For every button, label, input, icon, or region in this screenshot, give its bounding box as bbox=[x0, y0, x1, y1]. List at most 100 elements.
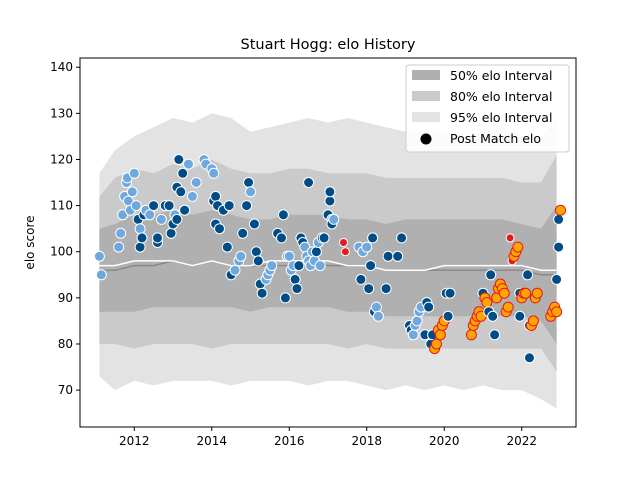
y-tick-label: 90 bbox=[58, 291, 73, 305]
data-point-light bbox=[113, 241, 125, 253]
data-point-light bbox=[328, 213, 340, 225]
data-point-light bbox=[266, 260, 278, 272]
data-point-dark bbox=[318, 232, 330, 244]
data-point-orange bbox=[527, 315, 539, 327]
y-tick-label: 100 bbox=[50, 245, 73, 259]
y-axis: 70 80 90 100 110 120 130 140 bbox=[50, 60, 80, 397]
legend-swatch-50 bbox=[412, 70, 440, 80]
data-point-light bbox=[115, 227, 127, 239]
legend: 50% elo Interval 80% elo Interval 95% el… bbox=[405, 64, 570, 153]
data-point-light bbox=[186, 190, 198, 202]
legend-label-post-match: Post Match elo bbox=[450, 131, 541, 146]
data-point-dark bbox=[363, 283, 375, 295]
x-tick-label: 2018 bbox=[351, 434, 382, 448]
data-point-light bbox=[361, 241, 373, 253]
data-point-dark bbox=[367, 232, 379, 244]
data-point-dark bbox=[324, 195, 336, 207]
band-50 bbox=[99, 205, 557, 344]
axes-frame bbox=[79, 57, 577, 428]
data-point-light bbox=[208, 167, 220, 179]
data-point-light bbox=[283, 250, 295, 262]
data-point-dark bbox=[524, 352, 535, 364]
data-point-light bbox=[407, 329, 419, 341]
data-point-dark bbox=[310, 246, 322, 258]
data-point-dark bbox=[279, 292, 291, 304]
data-point-dark bbox=[223, 200, 235, 212]
data-point-light bbox=[229, 264, 241, 276]
x-tick-label: 2012 bbox=[119, 434, 150, 448]
data-point-dark bbox=[165, 227, 177, 239]
legend-box bbox=[405, 64, 570, 153]
data-points bbox=[93, 154, 566, 364]
data-point-light bbox=[144, 209, 156, 221]
y-tick-label: 80 bbox=[58, 337, 73, 351]
data-point-light bbox=[128, 167, 140, 179]
x-tick-label: 2016 bbox=[274, 434, 305, 448]
data-point-dark bbox=[250, 246, 262, 258]
data-point-dark bbox=[171, 213, 183, 225]
data-point-dark bbox=[514, 310, 526, 322]
data-point-dark bbox=[355, 273, 367, 285]
center-lines bbox=[99, 260, 557, 276]
data-point-orange bbox=[555, 204, 566, 216]
legend-item-80: 80% elo Interval bbox=[412, 89, 552, 104]
x-tick-label: 2014 bbox=[196, 434, 227, 448]
data-point-dark bbox=[291, 283, 303, 295]
legend-item-50: 50% elo Interval bbox=[412, 68, 552, 83]
data-point-dark bbox=[522, 269, 534, 281]
data-point-light bbox=[190, 177, 202, 188]
median-line bbox=[99, 260, 557, 271]
data-point-dark bbox=[221, 241, 233, 253]
data-point-light bbox=[183, 158, 194, 170]
data-point-dark bbox=[487, 310, 499, 322]
data-point-light bbox=[411, 315, 423, 327]
data-point-orange bbox=[512, 241, 524, 253]
data-point-dark bbox=[365, 260, 377, 272]
data-point-orange bbox=[520, 287, 532, 299]
legend-item-post-match: Post Match elo bbox=[420, 131, 541, 146]
data-point-dark bbox=[177, 167, 189, 179]
data-point-light bbox=[134, 223, 146, 235]
data-point-dark bbox=[442, 310, 454, 322]
data-point-light bbox=[235, 250, 247, 262]
data-point-dark bbox=[444, 287, 456, 299]
legend-item-95: 95% elo Interval bbox=[412, 110, 552, 125]
legend-marker-post-match bbox=[420, 133, 432, 145]
x-tick-label: 2020 bbox=[429, 434, 460, 448]
data-point-orange bbox=[465, 329, 477, 341]
data-point-dark bbox=[175, 186, 187, 198]
data-point-orange bbox=[498, 287, 510, 299]
data-point-dark bbox=[485, 269, 497, 281]
data-point-dark bbox=[551, 273, 563, 285]
data-point-dark bbox=[289, 273, 301, 285]
y-tick-label: 70 bbox=[58, 383, 73, 397]
data-point-dark bbox=[152, 232, 163, 244]
data-point-dark bbox=[380, 283, 392, 295]
data-point-dark bbox=[293, 260, 305, 272]
data-point-dark bbox=[396, 232, 408, 244]
data-point-light bbox=[93, 250, 105, 262]
data-point-red bbox=[339, 238, 348, 247]
legend-label-80: 80% elo Interval bbox=[450, 89, 552, 104]
legend-swatch-80 bbox=[412, 91, 440, 101]
x-tick-label: 2022 bbox=[506, 434, 537, 448]
data-point-light bbox=[370, 301, 382, 313]
data-point-light bbox=[95, 269, 107, 281]
data-point-dark bbox=[243, 177, 255, 188]
data-point-orange bbox=[431, 338, 442, 350]
data-point-light bbox=[126, 186, 138, 198]
data-point-dark bbox=[553, 241, 565, 253]
legend-label-50: 50% elo Interval bbox=[450, 68, 552, 83]
data-point-dark bbox=[489, 329, 501, 341]
y-axis-label: elo score bbox=[23, 215, 37, 269]
data-point-red bbox=[505, 233, 515, 243]
data-point-light bbox=[130, 200, 142, 212]
data-point-dark bbox=[324, 186, 336, 198]
x-axis: 2012 2014 2016 2018 2020 2022 bbox=[119, 427, 537, 448]
y-tick-label: 130 bbox=[50, 106, 73, 120]
data-point-dark bbox=[241, 200, 253, 212]
data-point-orange bbox=[502, 301, 514, 313]
legend-swatch-95 bbox=[412, 112, 440, 122]
data-point-dark bbox=[248, 218, 260, 230]
